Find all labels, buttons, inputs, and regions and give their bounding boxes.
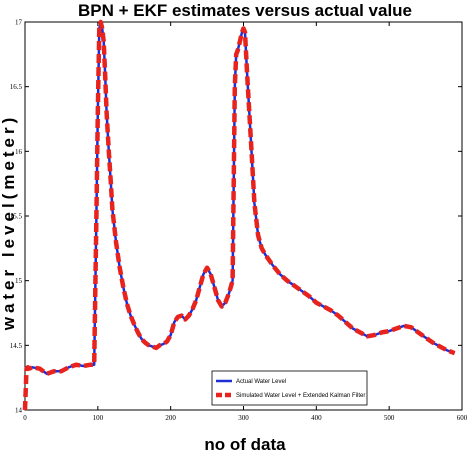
y-axis-label: water level(meter) [0,114,18,332]
x-tick-label: 500 [384,414,395,422]
legend-label-1: Simulated Water Level + Extended Kalman … [236,393,365,399]
y-tick-label: 16 [15,148,23,156]
legend-label-0: Actual Water Level [236,379,286,385]
y-tick-label: 14.5 [10,342,23,350]
series-line-1 [22,19,456,411]
y-tick-label: 16.5 [10,83,23,91]
x-tick-label: 400 [311,414,322,422]
y-tick-label: 17 [15,19,23,27]
x-tick-label: 600 [457,414,468,422]
y-tick-label: 15 [15,277,23,285]
x-tick-label: 200 [165,414,176,422]
chart-title: BPN + EKF estimates versus actual value [78,1,412,20]
x-tick-label: 300 [238,414,249,422]
axes-frame [24,21,463,411]
x-axis-label: no of data [204,435,286,454]
plot-area: 0 100 200 300 400 500 600 14 14.5 15 15.5 16 16.5 17 A… [10,19,468,423]
x-tick-label: 0 [23,414,27,422]
legend-box [211,370,368,406]
x-tick-label: 100 [93,414,104,422]
y-tick-label: 15.5 [10,213,23,221]
y-tick-label: 14 [15,407,23,415]
